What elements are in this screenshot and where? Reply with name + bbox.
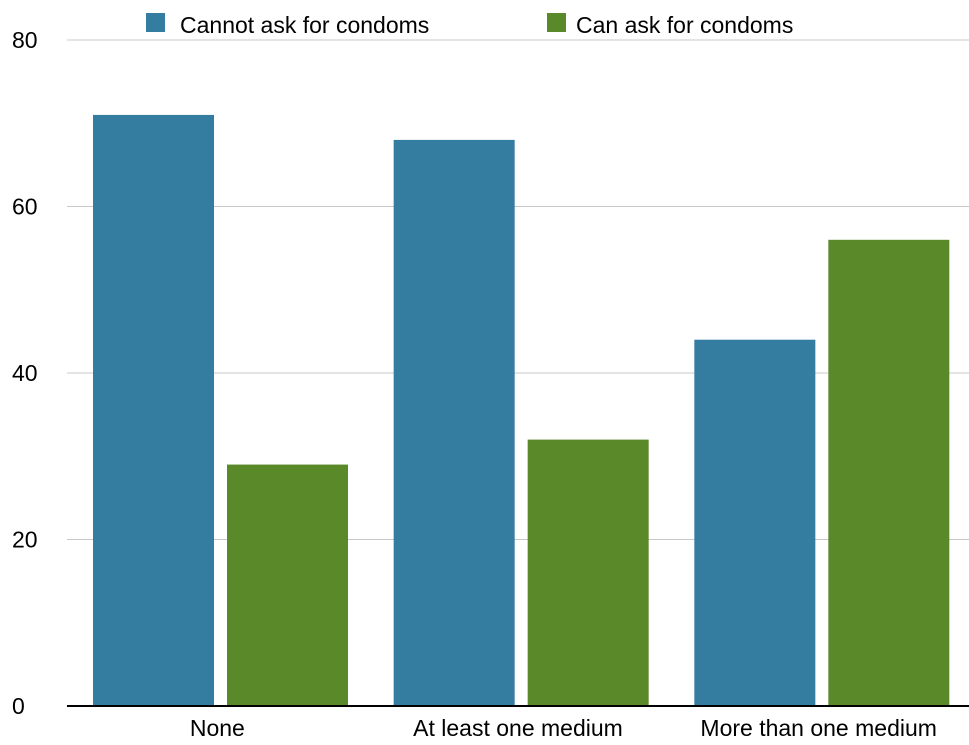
x-tick-label: At least one medium xyxy=(413,715,623,741)
legend-swatch-cannot-ask xyxy=(146,13,165,32)
gridlines xyxy=(67,39,969,540)
legend: Cannot ask for condoms Can ask for condo… xyxy=(146,12,793,38)
y-tick-label: 0 xyxy=(12,693,25,719)
bar-cannot-ask xyxy=(93,114,214,707)
bar-can-ask xyxy=(227,464,348,706)
y-tick-label: 20 xyxy=(12,527,38,553)
x-axis: None At least one medium More than one med… xyxy=(190,715,937,741)
y-tick-label: 80 xyxy=(12,27,38,53)
y-tick-label: 40 xyxy=(12,360,38,386)
bar-can-ask xyxy=(828,239,950,707)
y-axis: 0 20 40 60 80 xyxy=(12,27,38,719)
y-tick-label: 60 xyxy=(12,194,38,220)
legend-label-can-ask: Can ask for condoms xyxy=(576,12,793,38)
bar-can-ask xyxy=(527,439,649,706)
bars xyxy=(93,114,950,707)
bar-cannot-ask xyxy=(393,139,515,706)
bar-cannot-ask xyxy=(694,339,816,706)
legend-swatch-can-ask xyxy=(547,13,566,32)
x-tick-label: More than one medium xyxy=(700,715,937,741)
legend-label-cannot-ask: Cannot ask for condoms xyxy=(180,12,429,38)
x-tick-label: None xyxy=(190,715,245,741)
